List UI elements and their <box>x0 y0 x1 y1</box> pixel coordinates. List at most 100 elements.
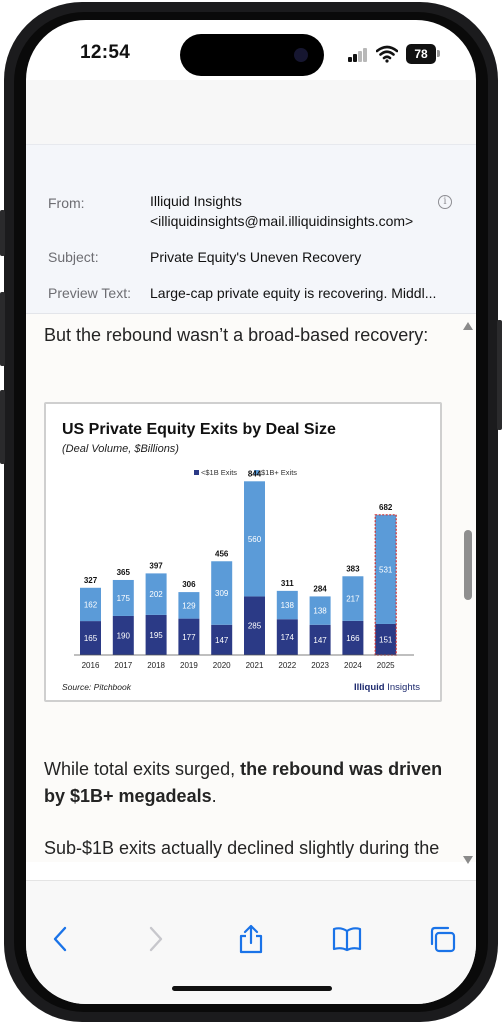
data-label-under-1b-2018: 195 <box>149 631 163 640</box>
top-spacer <box>26 80 476 150</box>
data-label-1b-plus-2023: 138 <box>313 607 327 616</box>
email-body[interactable]: But the rebound wasn’t a broad-based rec… <box>26 314 476 862</box>
subject-label: Subject: <box>48 249 99 265</box>
scroll-down-arrow-icon[interactable] <box>463 856 473 864</box>
bar-under-1b-2025 <box>375 623 397 655</box>
bar-1b-plus-2016 <box>80 587 101 622</box>
x-tick-2024: 2024 <box>344 661 362 670</box>
data-label-under-1b-2022: 174 <box>281 633 295 642</box>
chart-brand: Illiquid Insights <box>354 682 420 693</box>
paragraph-2-end: . <box>211 786 217 806</box>
bar-under-1b-2017 <box>112 615 134 655</box>
data-label-1b-plus-2025: 531 <box>379 565 393 574</box>
chart-subtitle: (Deal Volume, $Billions) <box>62 443 179 455</box>
bar-under-1b-2024 <box>342 620 364 655</box>
subject-text: Private Equity's Uneven Recovery <box>150 249 362 265</box>
action-button <box>0 210 5 256</box>
safari-toolbar <box>26 880 476 1004</box>
bar-1b-plus-2019 <box>178 592 200 619</box>
data-label-1b-plus-2022: 138 <box>281 601 295 610</box>
preview-label: Preview Text: <box>48 285 131 301</box>
volume-up-button <box>0 292 5 366</box>
bar-1b-plus-2023 <box>309 596 331 625</box>
volume-down-button <box>0 390 5 464</box>
bar-1b-plus-2024 <box>342 576 364 621</box>
share-button[interactable] <box>231 919 271 959</box>
total-label-2023: 284 <box>313 584 327 593</box>
scrollbar-thumb[interactable] <box>464 530 472 600</box>
data-label-1b-plus-2018: 202 <box>149 590 163 599</box>
data-label-under-1b-2024: 166 <box>346 634 360 643</box>
total-label-2017: 365 <box>117 568 131 577</box>
chart-bars: 165 162 327 2016 190 175 365 2017 195 202 397 2018 1… <box>80 469 397 670</box>
chart-legend: <$1B Exits $1B+ Exits <box>194 468 297 477</box>
total-label-2021: 844 <box>248 469 262 478</box>
data-label-under-1b-2017: 190 <box>117 631 131 640</box>
x-tick-2025: 2025 <box>377 661 395 670</box>
paragraph-3: Sub-$1B exits actually declined slightly… <box>44 838 440 858</box>
data-label-1b-plus-2017: 175 <box>117 594 131 603</box>
total-label-2024: 383 <box>346 564 360 573</box>
home-indicator <box>172 986 332 991</box>
total-label-2020: 456 <box>215 549 229 558</box>
exits-chart: US Private Equity Exits by Deal Size (De… <box>62 421 420 693</box>
power-button <box>497 320 502 430</box>
bar-1b-plus-2025 <box>375 514 397 624</box>
data-label-1b-plus-2024: 217 <box>346 595 360 604</box>
data-label-1b-plus-2016: 162 <box>84 600 98 609</box>
data-label-under-1b-2019: 177 <box>182 633 196 642</box>
legend-label-1: $1B+ Exits <box>261 468 297 477</box>
preview-text: Large-cap private equity is recovering. … <box>150 285 437 301</box>
legend-swatch-1 <box>254 470 259 475</box>
exits-chart-card: US Private Equity Exits by Deal Size (De… <box>44 402 442 702</box>
data-label-under-1b-2021: 285 <box>248 622 262 631</box>
x-tick-2016: 2016 <box>82 661 100 670</box>
from-address[interactable]: <illiquidinsights@mail.illiquidinsights.… <box>150 213 414 229</box>
cellular-signal-icon <box>348 48 368 62</box>
data-label-under-1b-2023: 147 <box>313 636 327 645</box>
screen: 12:54 78 From: Illiquid Insights <illiqu… <box>26 20 476 1004</box>
data-label-1b-plus-2021: 560 <box>248 535 262 544</box>
email-meta-card: From: Illiquid Insights <illiquidinsight… <box>26 144 476 314</box>
bookmarks-button[interactable] <box>327 919 367 959</box>
info-icon[interactable]: i <box>438 195 452 209</box>
x-tick-2022: 2022 <box>278 661 296 670</box>
total-label-2016: 327 <box>84 576 98 585</box>
bar-under-1b-2016 <box>80 621 101 655</box>
bar-under-1b-2020 <box>211 624 233 655</box>
data-label-under-1b-2020: 147 <box>215 636 229 645</box>
x-tick-2018: 2018 <box>147 661 165 670</box>
total-label-2022: 311 <box>281 579 294 588</box>
legend-swatch-0 <box>194 470 199 475</box>
chevron-left-icon <box>53 926 67 952</box>
chart-source: Source: Pitchbook <box>62 682 132 692</box>
forward-button[interactable] <box>136 919 176 959</box>
data-label-1b-plus-2020: 309 <box>215 589 229 598</box>
bar-under-1b-2022 <box>276 619 298 655</box>
tabs-button[interactable] <box>422 919 462 959</box>
bar-under-1b-2021 <box>244 596 265 655</box>
total-label-2018: 397 <box>149 561 163 570</box>
data-label-under-1b-2016: 165 <box>84 634 98 643</box>
data-label-under-1b-2025: 151 <box>379 635 393 644</box>
scroll-up-arrow-icon[interactable] <box>463 322 473 330</box>
dynamic-island <box>180 34 324 76</box>
bar-1b-plus-2017 <box>112 579 134 616</box>
bar-under-1b-2019 <box>178 618 200 655</box>
from-name: Illiquid Insights <box>150 193 242 209</box>
x-tick-2023: 2023 <box>311 661 329 670</box>
back-button[interactable] <box>40 919 80 959</box>
wifi-icon <box>376 45 398 63</box>
from-label: From: <box>48 195 85 211</box>
tabs-icon <box>430 926 456 953</box>
total-label-2019: 306 <box>182 580 196 589</box>
status-time: 12:54 <box>80 42 131 63</box>
chevron-right-icon <box>149 926 163 952</box>
battery-cap <box>437 50 440 57</box>
chart-title: US Private Equity Exits by Deal Size <box>62 421 336 438</box>
book-icon <box>332 927 362 952</box>
legend-label-0: <$1B Exits <box>201 468 237 477</box>
paragraph-2: While total exits surged, the rebound wa… <box>44 756 444 810</box>
share-icon <box>239 924 263 954</box>
bar-1b-plus-2021 <box>244 481 265 597</box>
